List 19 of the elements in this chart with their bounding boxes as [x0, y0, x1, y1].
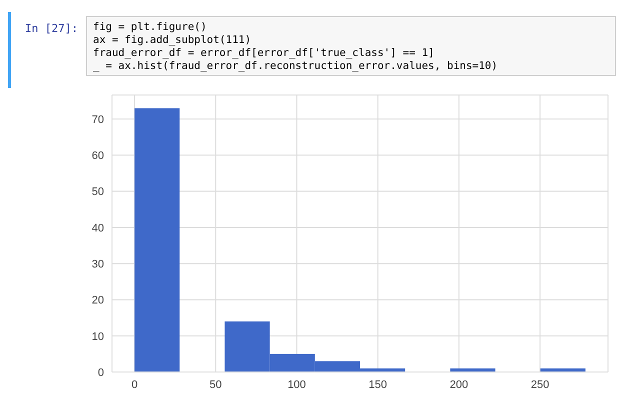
x-tick-label: 200 — [450, 378, 468, 391]
x-tick-label: 50 — [210, 378, 222, 391]
y-tick-label: 70 — [92, 114, 104, 126]
y-tick-label: 40 — [92, 222, 104, 234]
y-tick-label: 50 — [92, 186, 104, 198]
y-tick-label: 0 — [98, 366, 104, 379]
x-tick-label: 250 — [530, 378, 550, 391]
y-tick-label: 30 — [92, 258, 104, 270]
x-tick-label: 0 — [131, 378, 138, 391]
text: fig = plt.figure() — [93, 21, 208, 34]
text: _ = ax.hist(fraud_error_df.reconstruction_error.values, bins=10) — [93, 60, 499, 73]
x-tick-label: 150 — [368, 378, 388, 391]
text: In [27]: — [25, 22, 78, 35]
text: fraud_error_df = error_df[error_df['true_class'] == 1] — [93, 47, 436, 60]
y-tick-label: 60 — [92, 150, 104, 162]
x-tick-label: 100 — [288, 378, 306, 391]
y-tick-label: 20 — [92, 294, 104, 307]
text: ax = fig.add_subplot(111) — [93, 34, 252, 47]
y-tick-label: 10 — [92, 330, 104, 343]
